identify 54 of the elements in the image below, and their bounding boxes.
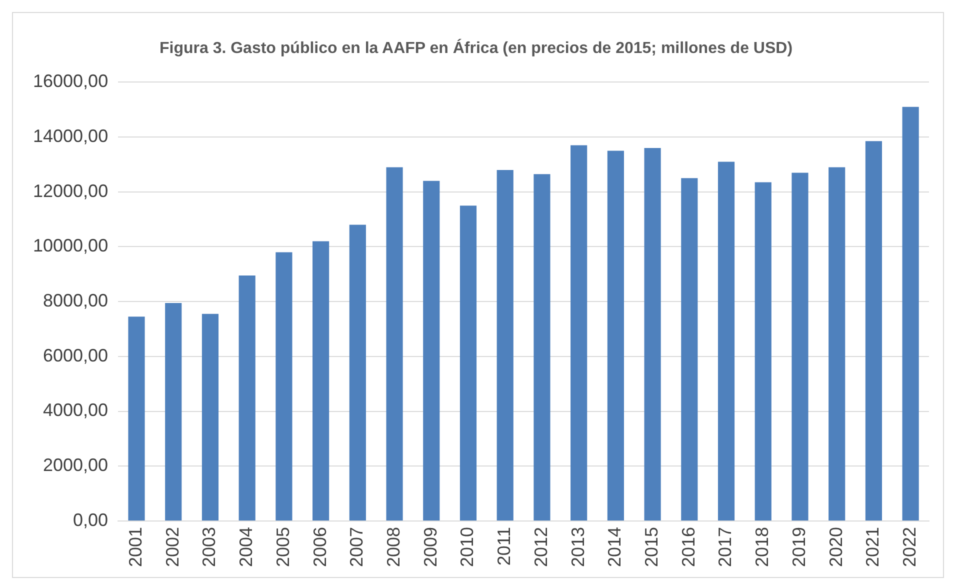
x-tick-label: 2004 [236, 526, 256, 568]
chart-title: Figura 3. Gasto público en la AAFP en África (en precios de 2015; millones de USD) [159, 38, 793, 58]
y-tick-label: 10000,00 [33, 236, 108, 256]
bar [386, 167, 403, 520]
x-tick-label: 2011 [494, 526, 514, 566]
x-tick-label: 2003 [199, 526, 220, 568]
x-tick-label: 2018 [752, 526, 772, 568]
bar [238, 276, 256, 520]
x-tick-label: 2006 [310, 526, 330, 568]
bar [460, 206, 477, 520]
bar [607, 150, 624, 520]
x-tick-label: 2016 [678, 526, 698, 568]
bar [496, 170, 514, 520]
x-tick-label: 2007 [346, 526, 367, 568]
bar [128, 316, 145, 520]
y-tick-label: 4000,00 [43, 400, 108, 420]
bar [349, 224, 366, 520]
bar [644, 148, 661, 520]
bar [165, 302, 182, 520]
bar [754, 182, 772, 520]
y-tick-label: 14000,00 [33, 126, 108, 146]
y-tick-label: 16000,00 [33, 71, 108, 92]
bar [276, 252, 292, 520]
bar [423, 180, 440, 520]
y-tick-label: 6000,00 [43, 345, 108, 366]
y-tick-label: 8000,00 [43, 290, 108, 311]
x-tick-label: 2005 [272, 526, 293, 568]
bar [865, 141, 882, 520]
x-tick-label: 2020 [826, 526, 846, 568]
x-tick-label: 2012 [530, 526, 551, 568]
bar [570, 145, 588, 520]
bar [828, 167, 846, 520]
x-tick-label: 2019 [788, 526, 809, 568]
bar [681, 178, 698, 520]
x-tick-label: 2014 [604, 526, 625, 568]
bar [534, 174, 550, 520]
bar [792, 172, 808, 520]
bar [202, 314, 219, 520]
x-tick-label: 2008 [383, 526, 404, 568]
x-tick-label: 2022 [900, 526, 920, 568]
x-tick-label: 2002 [162, 526, 182, 568]
x-tick-label: 2009 [420, 526, 440, 568]
y-tick-label: 12000,00 [33, 180, 108, 201]
y-tick-label: 2000,00 [43, 455, 108, 476]
x-tick-label: 2021 [862, 526, 883, 568]
y-tick-label: 0,00 [73, 510, 108, 530]
bar [718, 162, 735, 520]
x-tick-label: 2010 [457, 526, 478, 568]
x-tick-label: 2001 [125, 526, 146, 568]
bar [902, 106, 919, 520]
x-tick-label: 2015 [642, 526, 662, 568]
x-tick-label: 2013 [568, 526, 588, 568]
bar [312, 241, 330, 520]
x-tick-label: 2017 [715, 526, 736, 568]
